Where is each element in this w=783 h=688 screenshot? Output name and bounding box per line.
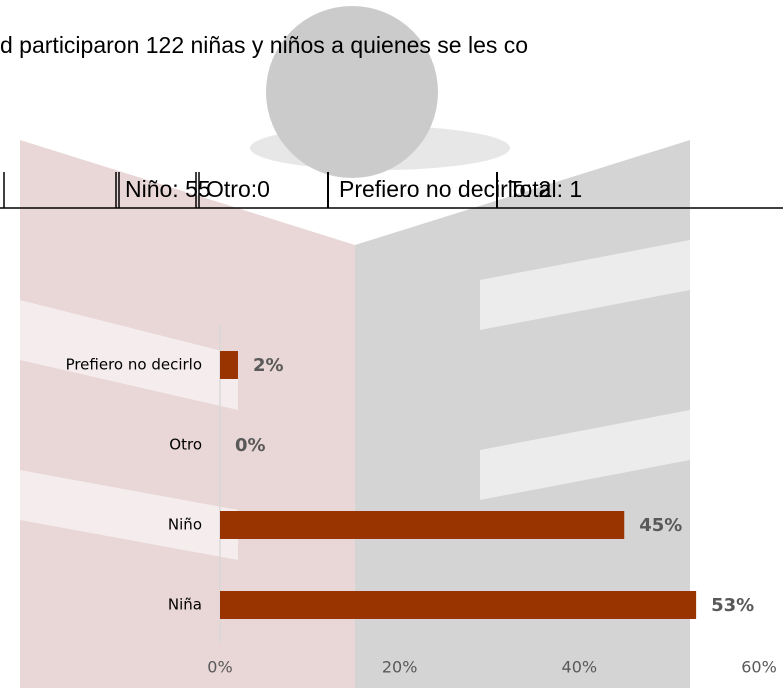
category-label: Prefiero no decirlo [66,356,202,374]
page: d participaron 122 niñas y niños a quien… [0,0,783,688]
x-tick-label: 60% [741,658,777,677]
bar [220,591,696,619]
table-cell: Niño: 55 [125,176,211,202]
table-cell: Otro:0 [206,176,270,202]
value-label: 0% [235,435,266,456]
value-label: 53% [711,595,754,616]
x-tick-label: 40% [562,658,598,677]
x-tick-label: 20% [382,658,418,677]
category-label: Niña [168,596,202,614]
paragraph: d participaron 122 niñas y niños a quien… [0,32,528,58]
bar [220,511,624,539]
category-label: Otro [169,436,202,454]
value-label: 45% [639,515,682,536]
x-tick-label: 0% [207,658,232,677]
table-cell: Total: 1 [508,176,582,202]
bar [220,351,238,379]
watermark-logo [20,6,690,688]
value-label: 2% [253,355,284,376]
category-label: Niño [168,516,202,534]
